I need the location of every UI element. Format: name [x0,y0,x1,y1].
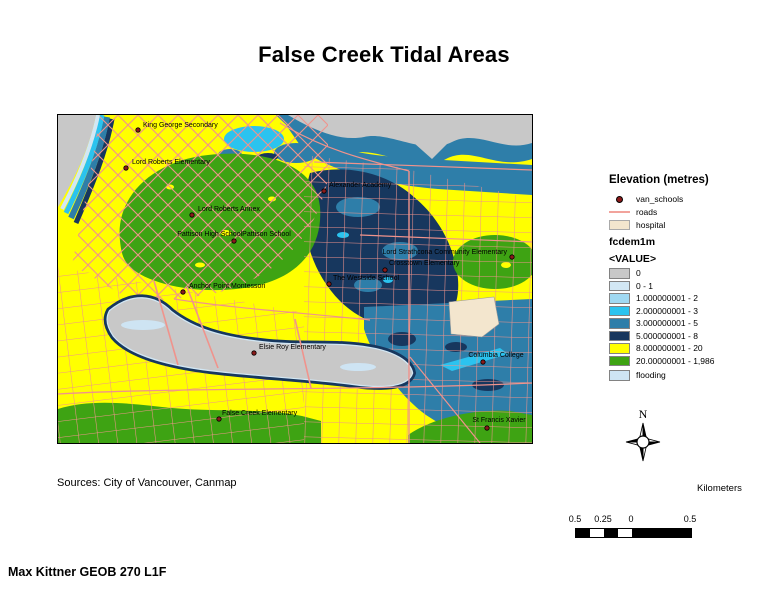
school-marker [180,289,186,295]
hospital-area [448,296,500,338]
author-credit: Max Kittner GEOB 270 L1F [8,565,167,579]
legend-class-row: 3.000000001 - 5 [609,317,767,330]
legend-item-van-schools: van_schools [609,193,767,205]
north-label: N [639,407,648,421]
north-arrow: N [613,404,673,485]
school-marker [189,212,195,218]
school-marker [123,165,129,171]
school-label: St Francis Xavier [472,417,526,424]
school-markers-layer: King George Secondary Lord Roberts Elemen… [123,122,526,431]
legend-class-row: 2.000000001 - 3 [609,305,767,318]
school-marker [326,281,332,287]
school-label: Lord Roberts Elementary [132,159,210,166]
school-label: Alexander Academy [329,182,392,189]
school-label: False Creek Elementary [222,410,298,417]
hospital-swatch [609,220,630,230]
school-label: Lord Roberts Annex [198,206,260,213]
legend: Elevation (metres) van_schools roads hos… [609,174,767,382]
school-marker [484,425,490,431]
false-creek-water [103,294,416,390]
legend-item-hospital: hospital [609,219,767,231]
scale-bar-segments [575,528,692,538]
school-label: Columbia College [468,352,523,359]
legend-class-row: 0 [609,267,767,280]
school-label: Elsie Roy Elementary [259,344,326,351]
school-marker [251,350,257,356]
map-frame: King George Secondary Lord Roberts Elemen… [57,114,533,444]
road-line-swatch [609,211,630,213]
school-marker [480,359,486,365]
major-roads [58,122,532,443]
school-marker [231,238,237,244]
legend-class-row: 0 - 1 [609,280,767,293]
map-regions: King George Secondary Lord Roberts Elemen… [58,115,532,443]
scale-bar: 0.5 0.25 0 0.5 [565,514,705,546]
school-label: Anchor Point Montessori [189,283,266,290]
school-label: King George Secondary [143,122,218,129]
scale-units-label: Kilometers [697,483,742,494]
legend-title: Elevation (metres) [609,174,709,186]
legend-class-row: 5.000000001 - 8 [609,330,767,343]
page-title: False Creek Tidal Areas [258,42,510,67]
scale-tick: 0.25 [594,514,612,524]
legend-class-row: 20.00000001 - 1,986 [609,355,767,368]
scale-tick: 0 [628,514,634,524]
school-label: Pattison High SchoolPattison School [177,231,291,238]
scale-tick: 0.5 [568,514,582,524]
school-point-swatch [616,195,623,203]
map-canvas: King George Secondary Lord Roberts Elemen… [58,115,532,443]
legend-value-header: <VALUE> [609,253,657,265]
legend-item-roads: roads [609,206,767,218]
sources-note: Sources: City of Vancouver, Canmap [57,477,237,489]
school-marker [216,416,222,422]
scale-tick: 0.5 [683,514,697,524]
legend-class-row: 1.000000001 - 2 [609,292,767,305]
legend-class-row: 8.000000001 - 20 [609,342,767,355]
compass-star [625,422,661,462]
school-label: Lord Strathcona Community Elementary [383,249,508,256]
school-marker [321,188,327,194]
legend-layer-name: fcdem1m [609,236,656,248]
legend-class-row: flooding [609,369,767,382]
school-marker [509,254,515,260]
school-label: Crosstown Elementary [389,260,460,267]
school-label: The Westside School [333,275,399,282]
school-marker [135,127,141,133]
school-marker [382,267,388,273]
